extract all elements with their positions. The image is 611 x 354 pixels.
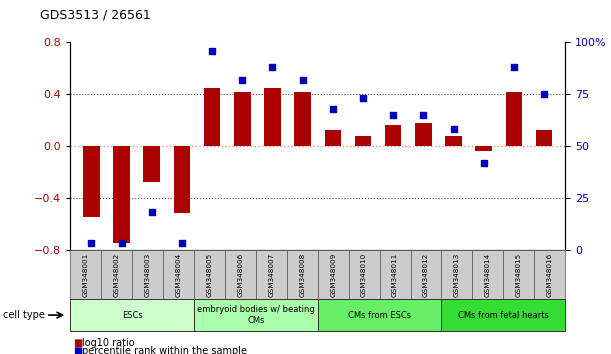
Text: ESCs: ESCs: [122, 310, 142, 320]
Bar: [475, 146, 492, 151]
Text: GSM348004: GSM348004: [175, 253, 181, 297]
Point: [328, 106, 338, 112]
Text: GSM348005: GSM348005: [207, 253, 213, 297]
Point: [207, 48, 217, 53]
Bar: [324, 131, 341, 146]
Text: ■: ■: [73, 346, 82, 354]
Text: GSM348015: GSM348015: [516, 253, 522, 297]
Bar: [445, 136, 462, 146]
Point: [479, 160, 489, 165]
Point: [268, 64, 277, 70]
Point: [509, 64, 519, 70]
Bar: [385, 125, 401, 146]
Text: ■: ■: [73, 338, 82, 348]
Point: [177, 240, 187, 246]
Point: [238, 77, 247, 82]
Text: GSM348011: GSM348011: [392, 253, 398, 297]
Text: GSM348003: GSM348003: [145, 253, 150, 297]
Text: GSM348007: GSM348007: [268, 253, 274, 297]
Bar: [295, 92, 311, 146]
Text: GSM348012: GSM348012: [423, 253, 429, 297]
Bar: [83, 146, 100, 217]
Bar: [234, 92, 251, 146]
Text: CMs from ESCs: CMs from ESCs: [348, 310, 411, 320]
Text: cell type: cell type: [3, 310, 45, 320]
Text: percentile rank within the sample: percentile rank within the sample: [82, 346, 247, 354]
Text: GSM348006: GSM348006: [238, 253, 243, 297]
Text: GSM348010: GSM348010: [361, 253, 367, 297]
Text: GSM348016: GSM348016: [547, 253, 553, 297]
Text: GSM348014: GSM348014: [485, 253, 491, 297]
Text: GSM348001: GSM348001: [82, 253, 89, 297]
Bar: [264, 88, 280, 146]
Text: GSM348009: GSM348009: [330, 253, 336, 297]
Point: [87, 240, 97, 246]
Point: [419, 112, 428, 118]
Bar: [355, 136, 371, 146]
Text: GSM348002: GSM348002: [114, 253, 120, 297]
Bar: [204, 88, 221, 146]
Bar: [113, 146, 130, 243]
Text: CMs from fetal hearts: CMs from fetal hearts: [458, 310, 549, 320]
Text: embryoid bodies w/ beating
CMs: embryoid bodies w/ beating CMs: [197, 306, 315, 325]
Point: [117, 240, 126, 246]
Text: GSM348008: GSM348008: [299, 253, 306, 297]
Point: [448, 127, 458, 132]
Text: GSM348013: GSM348013: [454, 253, 460, 297]
Bar: [144, 146, 160, 182]
Point: [388, 112, 398, 118]
Bar: [505, 92, 522, 146]
Point: [358, 96, 368, 101]
Text: log10 ratio: log10 ratio: [82, 338, 135, 348]
Bar: [536, 131, 552, 146]
Bar: [174, 146, 190, 213]
Point: [539, 91, 549, 97]
Point: [147, 210, 156, 215]
Text: GDS3513 / 26561: GDS3513 / 26561: [40, 8, 150, 21]
Point: [298, 77, 307, 82]
Bar: [415, 123, 431, 146]
